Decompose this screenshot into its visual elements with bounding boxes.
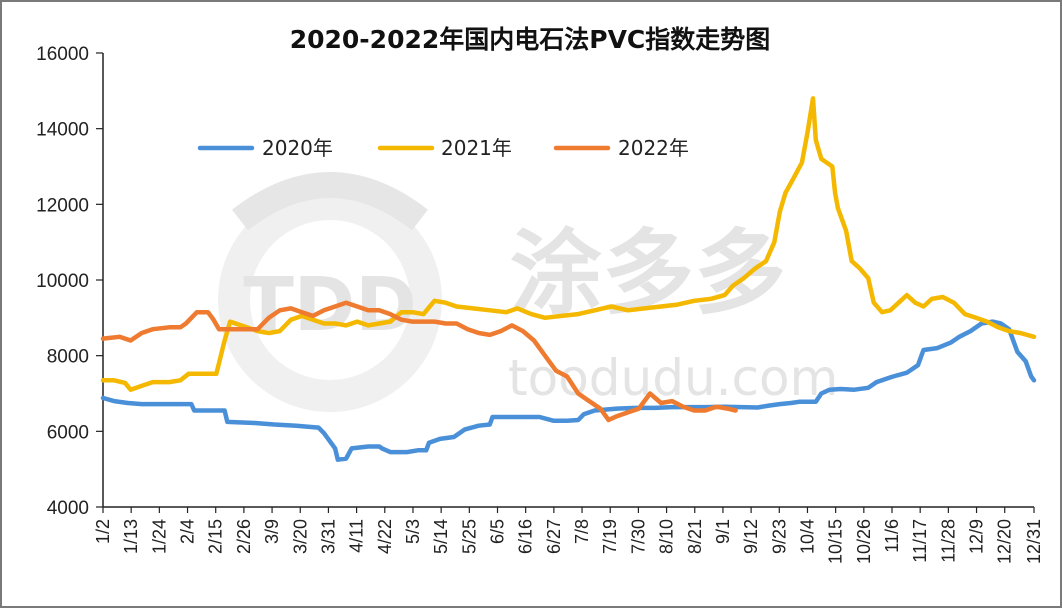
legend-item-2022: 2022年: [553, 136, 689, 160]
x-tick-label: 10/4: [797, 519, 817, 554]
x-tick-label: 3/9: [262, 519, 282, 544]
x-tick-label: 11/28: [938, 519, 958, 563]
legend-label-2021: 2021年: [441, 136, 512, 160]
y-tick-label: 14000: [36, 120, 89, 141]
x-tick-label: 12/9: [967, 519, 987, 554]
x-tick-label: 12/20: [995, 519, 1015, 564]
x-tick-label: 7/30: [628, 519, 648, 554]
x-tick-label: 5/14: [431, 519, 451, 554]
x-tick-label: 6/27: [544, 519, 564, 554]
legend-item-2021: 2021年: [377, 136, 512, 160]
x-tick-label: 7/8: [572, 519, 592, 544]
x-tick-label: 8/10: [657, 519, 677, 554]
y-tick-label: 4000: [47, 498, 89, 519]
series-line-2020: [100, 319, 1037, 462]
legend-label-2020: 2020年: [262, 136, 333, 160]
x-tick-label: 6/5: [488, 519, 508, 544]
x-tick-label: 6/16: [516, 519, 536, 554]
y-tick-label: 16000: [36, 44, 89, 65]
y-ticks: 4000 6000 8000 10000 12000 14000 16000: [36, 44, 103, 519]
legend-item-2020: 2020年: [197, 136, 333, 160]
watermark-url: toodudu.com: [508, 349, 838, 407]
x-tick-label: 2/4: [178, 519, 198, 544]
x-tick-label: 4/11: [347, 519, 367, 553]
x-tick-label: 9/1: [713, 519, 733, 544]
x-tick-label: 2/26: [234, 519, 254, 554]
y-tick-label: 6000: [47, 422, 89, 443]
watermark: TDD 涂多多 toodudu.com: [218, 172, 838, 412]
y-tick-label: 12000: [36, 195, 89, 216]
x-tick-label: 12/31: [1024, 519, 1044, 564]
x-tick-label: 3/20: [290, 519, 310, 554]
x-tick-label: 9/23: [769, 519, 789, 554]
y-tick-label: 8000: [47, 347, 89, 368]
x-tick-label: 3/31: [318, 519, 338, 554]
x-tick-label: 8/21: [685, 519, 705, 554]
x-tick-label: 5/3: [403, 519, 423, 544]
x-tick-label: 1/2: [93, 519, 113, 544]
x-tick-label: 11/6: [882, 519, 902, 553]
x-tick-label: 1/24: [149, 519, 169, 554]
x-tick-label: 9/12: [741, 519, 761, 554]
series-lines: [100, 96, 1037, 462]
x-tick-label: 10/15: [826, 519, 846, 564]
x-tick-label: 2/15: [206, 519, 226, 554]
chart-title: 2020-2022年国内电石法PVC指数走势图: [290, 25, 771, 54]
x-tick-label: 10/26: [854, 519, 874, 564]
watermark-logo: TDD: [218, 172, 442, 412]
x-tick-label: 4/22: [375, 519, 395, 554]
x-tick-label: 5/25: [459, 519, 479, 554]
series-line-2022: [100, 300, 738, 423]
legend-label-2022: 2022年: [618, 136, 689, 160]
x-tick-label: 7/19: [600, 519, 620, 554]
y-tick-label: 10000: [36, 271, 89, 292]
watermark-brand: 涂多多: [510, 220, 786, 327]
x-ticks: 1/2 1/13 1/24 2/4 2/15 2/26 3/9 3/20 3/31 4/11 4/2…: [93, 507, 1044, 564]
x-tick-label: 11/17: [910, 519, 930, 563]
legend: 2020年 2021年 2022年: [197, 136, 689, 160]
x-tick-label: 1/13: [121, 519, 141, 554]
